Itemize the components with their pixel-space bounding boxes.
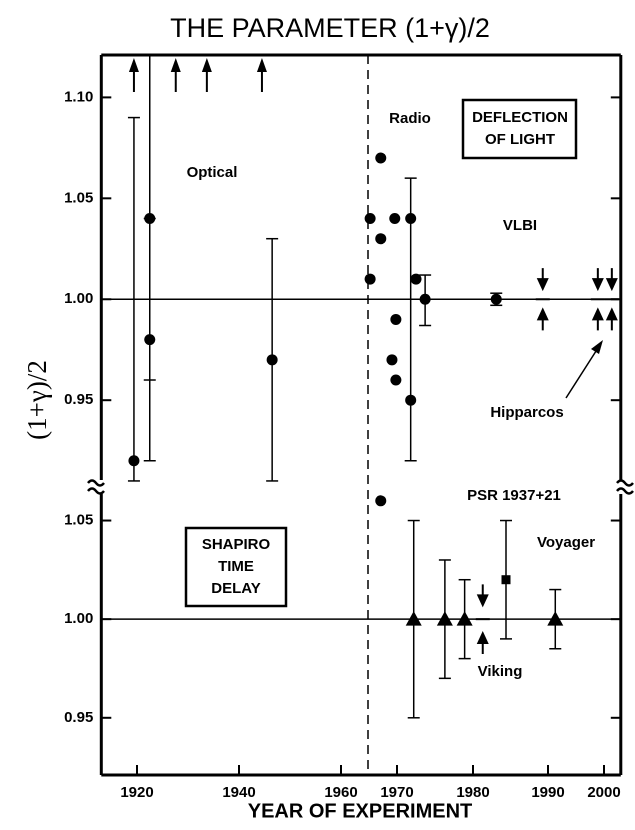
- box-label: DELAY: [211, 580, 260, 597]
- point: [405, 611, 422, 626]
- series-label: Viking: [478, 663, 523, 680]
- y-tick-label: 1.05: [64, 512, 93, 529]
- point: [386, 354, 398, 366]
- lower-arrow: [591, 307, 604, 331]
- lower-limit-arrow: [170, 58, 181, 72]
- lower-arrow: [605, 307, 618, 331]
- y-tick-label: 1.00: [64, 290, 93, 307]
- x-tick-label: 1990: [531, 784, 564, 801]
- point: [266, 354, 278, 366]
- point: [390, 374, 402, 386]
- series-label: Radio: [389, 110, 431, 127]
- box-label: OF LIGHT: [485, 131, 555, 148]
- chart-title: THE PARAMETER (1+γ)/2: [170, 13, 490, 43]
- y-tick-label: 1.10: [64, 88, 93, 105]
- x-tick-label: 1960: [324, 784, 357, 801]
- point: [144, 213, 156, 225]
- lower-limit-arrow: [201, 58, 212, 72]
- lower-limit-arrow: [256, 58, 267, 72]
- label-box: [461, 98, 578, 160]
- point: [375, 233, 387, 245]
- x-tick-label: 1940: [222, 784, 255, 801]
- series-label: Optical: [187, 164, 238, 181]
- point: [128, 455, 140, 467]
- point: [456, 611, 473, 626]
- x-tick-label: 1980: [456, 784, 489, 801]
- point: [501, 575, 511, 585]
- label-box: [184, 526, 288, 608]
- series-label: PSR 1937+21: [467, 487, 561, 504]
- point: [405, 213, 417, 225]
- series-label: Hipparcos: [490, 404, 563, 421]
- x-tick-label: 1920: [120, 784, 153, 801]
- point: [410, 273, 422, 285]
- upper-arrow: [476, 584, 489, 608]
- x-tick-label: 1970: [380, 784, 413, 801]
- point: [375, 152, 387, 164]
- upper-arrow: [536, 268, 549, 292]
- lower-arrow: [476, 631, 489, 654]
- point: [405, 394, 417, 406]
- box-label: TIME: [218, 558, 254, 575]
- point: [390, 313, 402, 325]
- upper-arrow: [605, 268, 618, 292]
- box-label: SHAPIRO: [202, 536, 271, 553]
- series-label: VLBI: [503, 217, 537, 234]
- series-label: Voyager: [537, 534, 595, 551]
- point: [547, 611, 564, 626]
- point: [375, 495, 387, 507]
- point: [490, 293, 502, 305]
- x-axis-label: YEAR OF EXPERIMENT: [248, 800, 472, 822]
- point: [436, 611, 453, 626]
- lower-limit-arrow: [128, 58, 139, 72]
- axis-break: [87, 479, 634, 495]
- x-tick-label: 2000: [587, 784, 620, 801]
- y-tick-label: 1.00: [64, 610, 93, 627]
- upper-arrow: [591, 268, 604, 292]
- y-tick-label: 0.95: [64, 391, 93, 408]
- y-tick-label: 1.05: [64, 189, 93, 206]
- point: [364, 213, 376, 225]
- hipparcos-pointer: [565, 340, 603, 399]
- y-axis-label: (1+γ)/2: [22, 360, 52, 440]
- point: [389, 213, 401, 225]
- point: [364, 273, 376, 285]
- lower-arrow: [536, 307, 549, 331]
- box-label: DEFLECTION: [472, 109, 568, 126]
- point: [419, 293, 431, 305]
- y-tick-label: 0.95: [64, 709, 93, 726]
